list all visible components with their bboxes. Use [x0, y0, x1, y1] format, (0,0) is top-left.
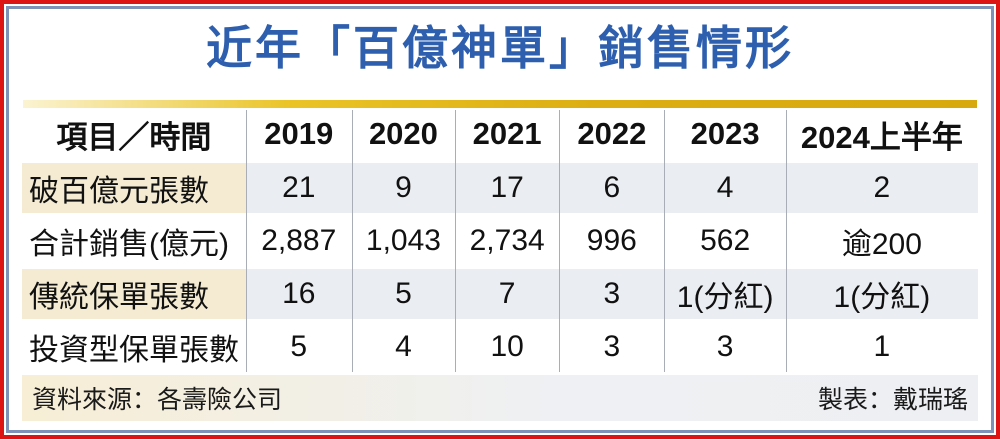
column-divider: [785, 110, 787, 372]
table-row-over-10b-count: 破百億元張數 21 9 17 6 4 2: [22, 163, 978, 213]
cell-value: 3: [559, 322, 665, 372]
cell-value: 1(分紅): [664, 269, 786, 319]
cell-value: 5: [351, 269, 456, 319]
cell-value: 21: [245, 163, 352, 213]
cell-value: 5: [245, 322, 352, 372]
column-divider: [245, 110, 247, 372]
header-cell-2022: 2022: [577, 116, 647, 151]
row-label: 投資型保單張數: [22, 322, 246, 372]
gold-divider: [23, 100, 977, 108]
cell-value: 996: [559, 216, 665, 266]
credit-text: 製表：戴瑞瑤: [817, 386, 968, 414]
footer-bar: 資料來源：各壽險公司 製表：戴瑞瑤: [22, 375, 978, 421]
column-divider: [455, 110, 457, 372]
column-divider: [664, 110, 666, 372]
cell-value: 2,734: [455, 216, 560, 266]
table-header-row: 項目／時間 2019 2020 2021 2022 2023 2024上半年: [22, 108, 978, 160]
cell-value: 17: [455, 163, 560, 213]
cell-value: 1: [785, 322, 978, 372]
page-title: 近年「百億神單」銷售情形: [206, 22, 794, 74]
cell-value: 3: [559, 269, 665, 319]
cell-value: 4: [351, 322, 456, 372]
inner-frame: 近年「百億神單」銷售情形 項目／時間 2019 2020 2021 2022 2…: [6, 6, 994, 433]
row-label: 傳統保單張數: [22, 269, 246, 319]
cell-value: 7: [455, 269, 560, 319]
cell-value: 1(分紅): [785, 269, 978, 319]
header-cell-2021: 2021: [472, 116, 542, 151]
row-label: 破百億元張數: [22, 163, 246, 213]
cell-value: 16: [245, 269, 352, 319]
cell-value: 9: [351, 163, 456, 213]
cell-value: 562: [664, 216, 786, 266]
cell-value: 2: [785, 163, 978, 213]
column-divider: [351, 110, 353, 372]
header-cell-2020: 2020: [368, 116, 438, 151]
cell-value: 3: [664, 322, 786, 372]
header-cell-2019: 2019: [264, 116, 334, 151]
column-divider: [559, 110, 561, 372]
cell-value: 10: [455, 322, 560, 372]
header-cell-item-time: 項目／時間: [56, 119, 212, 155]
table-row-investment-policies: 投資型保單張數 5 4 10 3 3 1: [22, 322, 978, 372]
source-text: 資料來源：各壽險公司: [32, 386, 283, 414]
table-row-total-sales: 合計銷售(億元) 2,887 1,043 2,734 996 562 逾200: [22, 216, 978, 266]
cell-value: 2,887: [245, 216, 352, 266]
header-cell-2024h1: 2024上半年: [800, 119, 963, 155]
header-cell-2023: 2023: [690, 116, 760, 151]
cell-value: 6: [559, 163, 665, 213]
table-row-traditional-policies: 傳統保單張數 16 5 7 3 1(分紅) 1(分紅): [22, 269, 978, 319]
row-label: 合計銷售(億元): [22, 216, 246, 266]
cell-value: 4: [664, 163, 786, 213]
cell-value: 1,043: [351, 216, 456, 266]
cell-value: 逾200: [785, 216, 978, 266]
sales-table: 項目／時間 2019 2020 2021 2022 2023 2024上半年 破…: [22, 108, 978, 372]
